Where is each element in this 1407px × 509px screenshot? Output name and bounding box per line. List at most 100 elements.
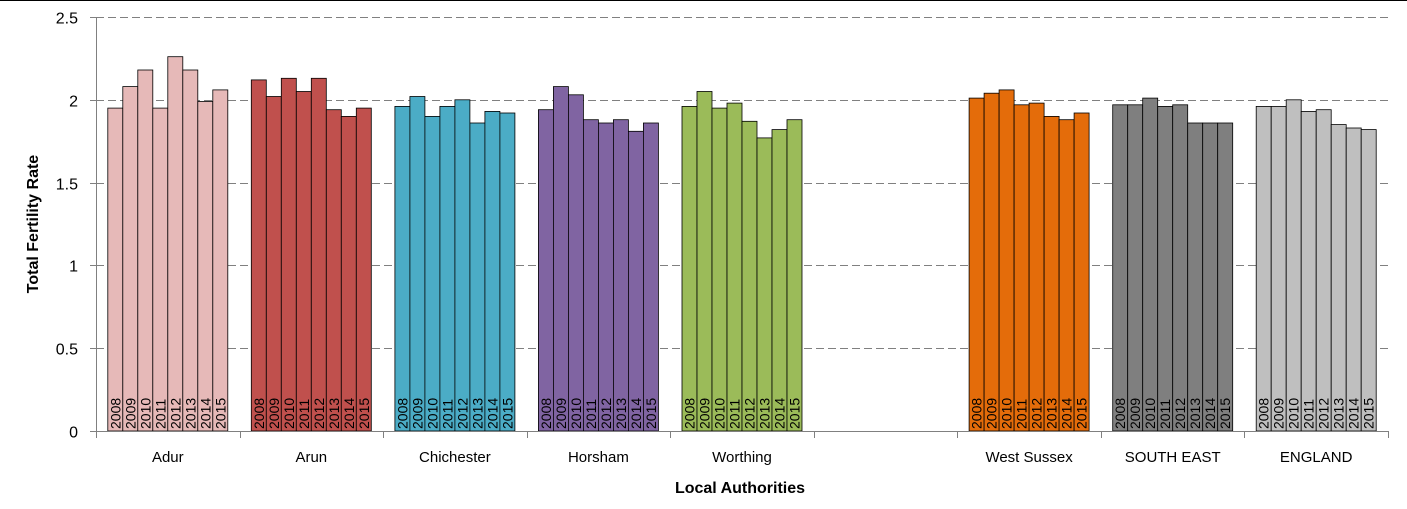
bar-year-label: 2010 [999, 398, 1015, 429]
category-label: Horsham [568, 449, 629, 466]
bar [1217, 122, 1234, 432]
bar-year-label: 2009 [697, 398, 713, 429]
bar-year-label: 2008 [251, 398, 267, 429]
bar-year-label: 2013 [182, 398, 198, 429]
y-tick-label: 1.5 [56, 177, 78, 194]
bars [107, 56, 1377, 432]
bar [538, 109, 554, 432]
bar-year-label: 2009 [1271, 398, 1287, 429]
bar [212, 89, 229, 432]
bar [628, 130, 644, 432]
bar-year-label: 2013 [757, 398, 773, 429]
bar-year-label: 2014 [484, 398, 500, 429]
bar-year-label: 2013 [613, 398, 629, 429]
bar [182, 69, 199, 432]
bar-year-label: 2015 [787, 398, 803, 429]
bar [167, 56, 184, 432]
bar-year-label: 2015 [1217, 398, 1233, 429]
bar-year-label: 2010 [1286, 398, 1302, 429]
bar [152, 107, 169, 432]
bar [454, 99, 471, 432]
bar [1202, 122, 1219, 432]
y-tick-label: 2 [69, 94, 78, 111]
bar [325, 109, 342, 432]
bar-year-label: 2011 [439, 399, 455, 429]
bar [340, 116, 357, 432]
bar [553, 86, 569, 432]
bar-year-label: 2011 [152, 399, 168, 429]
bar [295, 91, 312, 432]
axes [90, 17, 1389, 438]
bar [1043, 116, 1060, 432]
bar-year-label: 2015 [212, 398, 228, 429]
bar-year-label: 2010 [568, 398, 584, 429]
bar-year-label: 2012 [1172, 398, 1188, 429]
bar-year-label: 2013 [1044, 398, 1060, 429]
bar-year-label: 2012 [742, 398, 758, 429]
bar-year-label: 2012 [1316, 398, 1332, 429]
bar [756, 137, 773, 432]
bar [998, 89, 1015, 432]
category-label: Arun [295, 449, 327, 466]
bar-year-label: 2014 [341, 398, 357, 429]
bar [681, 106, 698, 432]
bar-year-label: 2010 [281, 398, 297, 429]
bar [1127, 104, 1144, 432]
bar [107, 107, 124, 432]
bar-year-label: 2010 [1142, 398, 1158, 429]
category-label: Worthing [712, 449, 772, 466]
bar-year-label: 2014 [197, 398, 213, 429]
bar [355, 107, 372, 432]
bar-year-label: 2011 [1014, 399, 1030, 429]
bar [983, 92, 1000, 432]
bar [1157, 106, 1174, 432]
x-axis-title: Local Authorities [675, 480, 805, 497]
category-label: ENGLAND [1280, 449, 1353, 466]
bar [424, 116, 441, 432]
bar [771, 129, 788, 432]
bar [1013, 104, 1030, 432]
bar [1300, 111, 1317, 432]
bar [1142, 97, 1159, 432]
bar [409, 96, 426, 432]
bar [583, 119, 599, 432]
bar [1315, 109, 1332, 432]
category-label: West Sussex [985, 449, 1073, 466]
y-tick-label: 0.5 [56, 342, 78, 359]
bar-year-label: 2014 [628, 398, 644, 429]
bar [1058, 119, 1075, 432]
bar-year-label: 2008 [538, 398, 554, 429]
bar [137, 69, 154, 432]
bar [613, 119, 629, 432]
bar [568, 94, 584, 432]
bar [197, 101, 214, 432]
bar-year-label: 2012 [167, 398, 183, 429]
bar-year-label: 2009 [266, 398, 282, 429]
bar [696, 91, 713, 432]
y-tick-label: 2.5 [56, 11, 78, 28]
bar [1172, 104, 1189, 432]
bar-year-label: 2013 [1331, 398, 1347, 429]
bar-year-label: 2013 [326, 398, 342, 429]
bar [726, 102, 743, 432]
bar [484, 111, 501, 432]
bar-year-label: 2008 [969, 398, 985, 429]
bar [643, 122, 659, 432]
bar-year-label: 2015 [499, 398, 515, 429]
bar-year-label: 2014 [1202, 398, 1218, 429]
bar [265, 96, 282, 432]
bar [968, 97, 985, 432]
bar [1330, 124, 1347, 432]
bar-year-label: 2012 [311, 398, 327, 429]
category-label: Adur [152, 449, 184, 466]
bar-year-label: 2010 [137, 398, 153, 429]
bar [786, 119, 803, 432]
bar-year-label: 2015 [1361, 398, 1377, 429]
bar [598, 122, 614, 432]
bar-year-label: 2015 [1074, 398, 1090, 429]
bar [310, 77, 327, 432]
bar-year-label: 2009 [409, 398, 425, 429]
bar-year-label: 2008 [1256, 398, 1272, 429]
